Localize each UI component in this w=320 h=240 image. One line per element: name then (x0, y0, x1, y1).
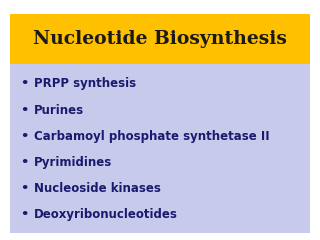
Text: PRPP synthesis: PRPP synthesis (34, 77, 136, 90)
Text: Nucleotide Biosynthesis: Nucleotide Biosynthesis (33, 30, 287, 48)
Text: Carbamoyl phosphate synthetase II: Carbamoyl phosphate synthetase II (34, 130, 269, 143)
Text: •: • (20, 130, 28, 143)
Text: •: • (20, 104, 28, 117)
Text: •: • (20, 208, 28, 221)
Bar (10, 14, 310, 64)
Text: •: • (20, 182, 28, 195)
Bar (10, 64, 310, 233)
Text: Deoxyribonucleotides: Deoxyribonucleotides (34, 208, 178, 221)
Text: •: • (20, 77, 28, 90)
Text: Pyrimidines: Pyrimidines (34, 156, 112, 169)
Text: Purines: Purines (34, 104, 84, 117)
Text: •: • (20, 156, 28, 169)
Text: Nucleoside kinases: Nucleoside kinases (34, 182, 160, 195)
